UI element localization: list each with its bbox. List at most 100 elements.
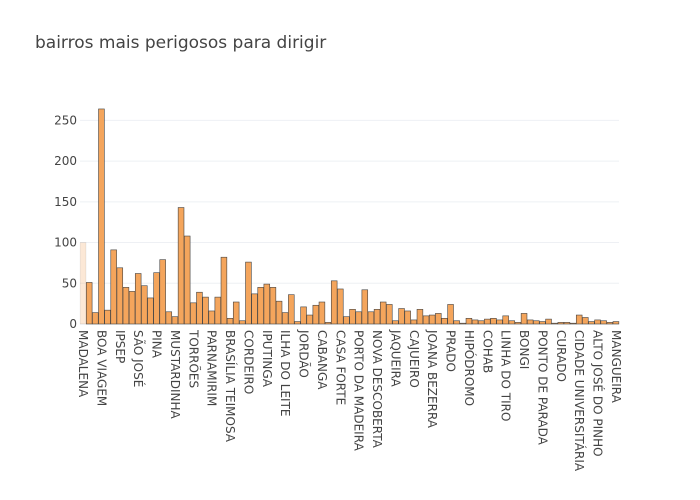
bar-bongi[interactable] <box>520 313 528 325</box>
bar-madalena[interactable] <box>79 242 87 325</box>
bar-c11[interactable] <box>147 297 154 325</box>
bar-c60[interactable] <box>441 317 448 325</box>
x-tick-label: MANGUEIRA <box>609 330 623 404</box>
bar-c48[interactable] <box>367 311 375 325</box>
x-tick-label: PORTO DA MADEIRA <box>352 330 366 452</box>
bar-c54[interactable] <box>404 310 411 325</box>
x-tick-label: JOANA BEZERRA <box>425 329 439 429</box>
x-tick-label: CURADO <box>554 330 568 382</box>
bar-jaqueira[interactable] <box>392 320 399 325</box>
bar-c27[interactable] <box>239 320 246 325</box>
bar-parnamirim[interactable] <box>208 310 215 325</box>
bar-mustardinha[interactable] <box>171 316 179 325</box>
bar-c32[interactable] <box>269 287 277 325</box>
bar-mangueira[interactable] <box>612 321 620 325</box>
bar-joana-bezerra[interactable] <box>428 314 436 325</box>
bar-c38[interactable] <box>306 314 313 325</box>
y-axis-ticks: 0 50 100 150 200 250 <box>54 113 77 331</box>
x-tick-label: NOVA DESCOBERTA <box>370 330 384 449</box>
bar-c14[interactable] <box>159 259 166 325</box>
bar-c45[interactable] <box>349 309 356 325</box>
bar-c17[interactable] <box>177 207 185 325</box>
bar-cordeiro[interactable] <box>245 261 252 325</box>
bar-c23[interactable] <box>214 296 222 325</box>
bar-c68[interactable] <box>490 317 497 325</box>
bar-c08[interactable] <box>128 291 136 325</box>
x-tick-label: COHAB <box>480 330 494 373</box>
bar-c44[interactable] <box>343 316 350 325</box>
bar-c72[interactable] <box>514 322 522 325</box>
bar-porto-da-madeira[interactable] <box>355 311 362 325</box>
bar-casa-forte[interactable] <box>337 288 344 325</box>
bar-curado[interactable] <box>557 322 565 325</box>
bar-c04[interactable] <box>104 309 111 325</box>
bar-c07[interactable] <box>122 287 130 325</box>
bar-c77[interactable] <box>545 318 552 325</box>
bar-c39[interactable] <box>312 304 320 325</box>
bar-c26[interactable] <box>232 301 240 325</box>
bar-c69[interactable] <box>496 319 503 325</box>
bar-c57[interactable] <box>422 315 430 325</box>
bar-boa-viagem[interactable] <box>98 108 105 325</box>
bar-cohab[interactable] <box>484 318 491 325</box>
bar-c10[interactable] <box>141 285 148 325</box>
bar-ponto-de-parada[interactable] <box>539 321 546 325</box>
bar-c84[interactable] <box>588 321 595 325</box>
bar-c86[interactable] <box>600 320 607 325</box>
bar-cajueiro[interactable] <box>410 319 418 325</box>
x-tick-label: JORDÃO <box>297 329 312 378</box>
bar-c21[interactable] <box>202 296 209 325</box>
bar-c02[interactable] <box>92 312 99 325</box>
bar-c53[interactable] <box>398 308 405 325</box>
bar-cidade-universitária[interactable] <box>575 314 583 325</box>
bar-c71[interactable] <box>508 320 516 325</box>
bar-ipsep[interactable] <box>116 267 124 325</box>
y-tick-label: 200 <box>54 154 77 168</box>
bar-brasília-teimosa[interactable] <box>226 317 234 325</box>
bar-linha-do-tiro[interactable] <box>502 315 509 325</box>
bar-pina[interactable] <box>153 272 160 325</box>
bar-c51[interactable] <box>386 304 393 325</box>
bar-c87[interactable] <box>606 322 614 325</box>
bar-c74[interactable] <box>526 319 534 325</box>
bar-prado[interactable] <box>447 304 454 325</box>
bar-c20[interactable] <box>196 291 203 325</box>
bar-c24[interactable] <box>220 256 228 325</box>
bar-c80[interactable] <box>563 322 571 325</box>
bar-cabanga[interactable] <box>318 301 326 325</box>
bar-alto-josé-do-pinho[interactable] <box>594 319 601 325</box>
bar-c78[interactable] <box>551 322 558 325</box>
bar-c81[interactable] <box>569 322 577 325</box>
x-tick-label: MADALENA <box>76 330 90 398</box>
bar-c18[interactable] <box>183 235 191 325</box>
bar-c62[interactable] <box>453 320 460 325</box>
bar-c50[interactable] <box>379 301 387 325</box>
bar-c56[interactable] <box>416 309 424 325</box>
bar-nova-descoberta[interactable] <box>373 309 381 325</box>
bar-c63[interactable] <box>459 322 467 325</box>
bar-c41[interactable] <box>324 322 332 325</box>
bar-c29[interactable] <box>251 293 258 325</box>
bar-c30[interactable] <box>257 287 264 325</box>
bar-c47[interactable] <box>361 289 369 325</box>
bar-c33[interactable] <box>275 300 283 325</box>
bar-c42[interactable] <box>330 280 338 325</box>
bar-c35[interactable] <box>288 294 295 325</box>
bar-c59[interactable] <box>435 313 442 325</box>
bar-torrões[interactable] <box>190 302 197 325</box>
bar-c66[interactable] <box>477 320 485 325</box>
bar-c15[interactable] <box>165 311 173 325</box>
bar-c01[interactable] <box>85 282 93 325</box>
bar-iputinga[interactable] <box>263 283 271 325</box>
bar-c65[interactable] <box>471 319 479 325</box>
y-tick-label: 250 <box>54 113 77 127</box>
bar-c75[interactable] <box>533 320 540 325</box>
bar-c83[interactable] <box>582 317 589 325</box>
x-tick-label: CORDEIRO <box>241 330 255 394</box>
bar-hipódromo[interactable] <box>465 317 473 325</box>
bar-ilha-do-leite[interactable] <box>281 312 289 325</box>
bar-c05[interactable] <box>110 249 117 325</box>
bar-c36[interactable] <box>294 321 301 325</box>
bar-jordão[interactable] <box>300 306 307 325</box>
bar-são-josé[interactable] <box>134 273 142 325</box>
